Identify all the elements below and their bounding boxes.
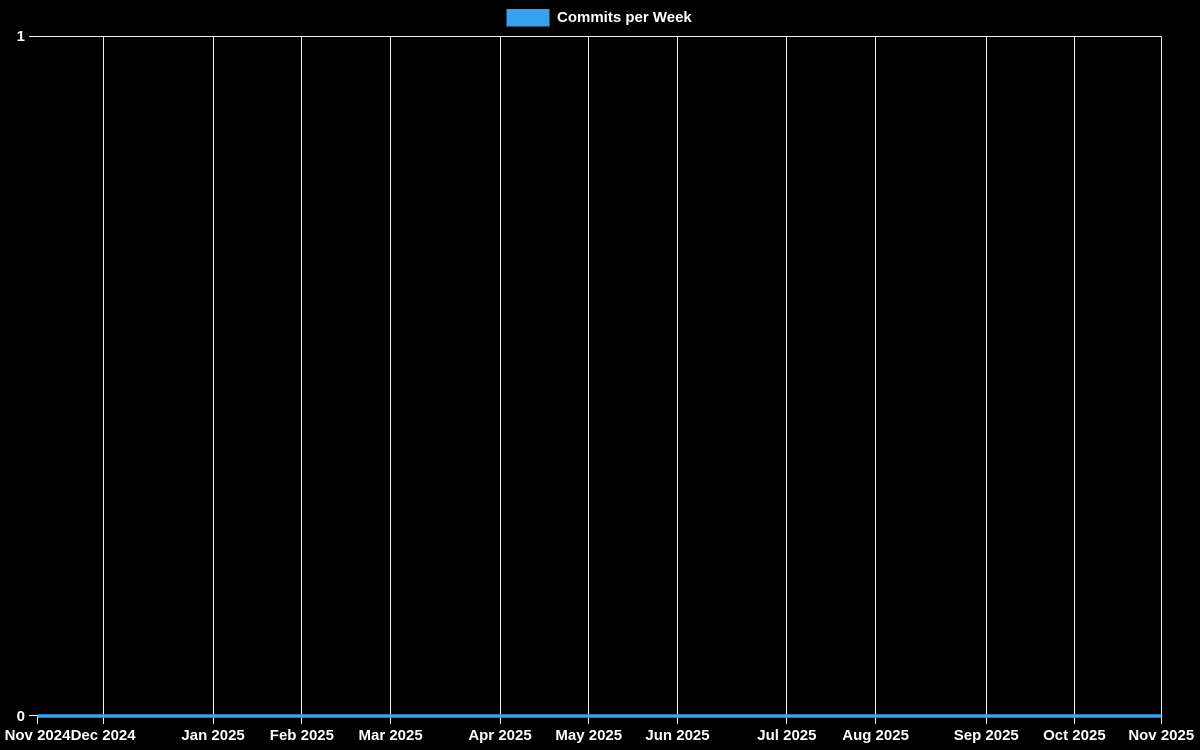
svg-text:Dec 2024: Dec 2024: [71, 727, 137, 744]
svg-text:Aug 2025: Aug 2025: [842, 727, 909, 744]
svg-text:0: 0: [17, 708, 25, 725]
svg-text:Mar 2025: Mar 2025: [358, 727, 422, 744]
svg-text:Apr 2025: Apr 2025: [468, 727, 531, 744]
svg-text:Commits per Week: Commits per Week: [557, 9, 692, 26]
svg-text:Jul 2025: Jul 2025: [757, 727, 816, 744]
svg-text:Nov 2024: Nov 2024: [5, 727, 72, 744]
svg-text:Feb 2025: Feb 2025: [270, 727, 334, 744]
svg-text:1: 1: [17, 28, 25, 45]
svg-text:Oct 2025: Oct 2025: [1043, 727, 1106, 744]
svg-text:Jan 2025: Jan 2025: [181, 727, 244, 744]
svg-text:Jun 2025: Jun 2025: [645, 727, 709, 744]
svg-text:Nov 2025: Nov 2025: [1128, 727, 1194, 744]
svg-text:Sep 2025: Sep 2025: [954, 727, 1019, 744]
svg-text:May 2025: May 2025: [555, 727, 622, 744]
